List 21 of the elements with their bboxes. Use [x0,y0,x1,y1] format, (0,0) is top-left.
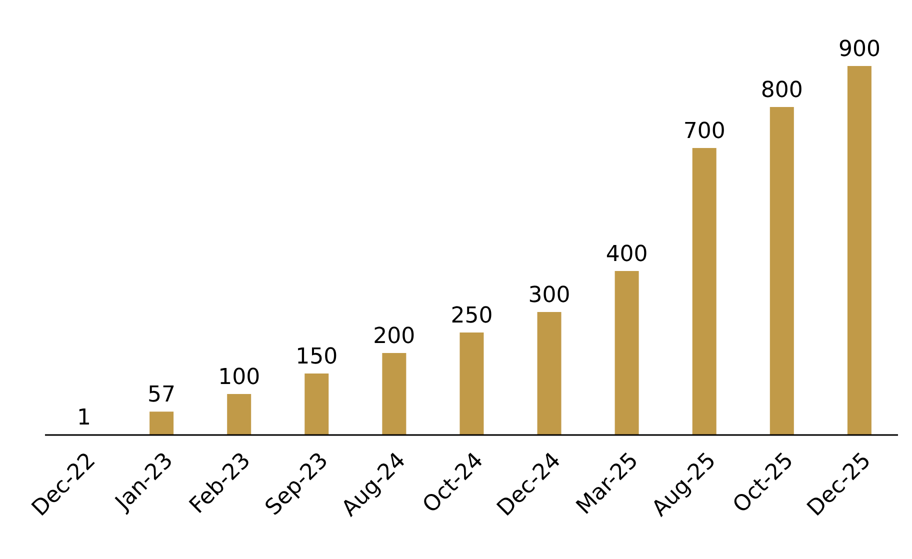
data-label: 900 [838,37,880,62]
data-label: 57 [148,382,176,408]
bar [304,374,329,435]
bar [770,107,794,435]
data-label: 100 [218,365,260,390]
data-label: 150 [296,344,338,370]
data-label: 700 [683,119,726,144]
data-label: 200 [373,324,416,349]
bar [692,148,716,435]
bar [227,394,252,435]
bar [537,312,562,435]
bar [382,353,406,435]
bar [460,332,484,435]
bar [614,271,639,435]
bar [150,412,174,435]
data-label: 250 [450,304,493,328]
data-label: 1 [77,406,91,431]
bar [847,66,872,435]
data-label: 300 [528,283,570,308]
data-label: 800 [760,78,803,103]
data-label: 400 [606,242,648,267]
